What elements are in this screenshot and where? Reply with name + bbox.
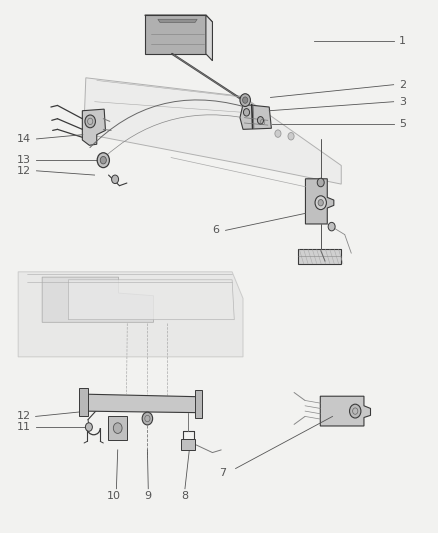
Text: 3: 3 [399,96,406,107]
Text: 9: 9 [145,491,152,501]
Polygon shape [108,416,127,440]
Circle shape [258,117,264,124]
Polygon shape [195,390,202,418]
Text: 13: 13 [16,155,30,165]
Text: 5: 5 [399,119,406,129]
Text: 12: 12 [16,166,31,176]
Circle shape [288,133,294,140]
Polygon shape [240,104,272,130]
Polygon shape [42,277,153,322]
Circle shape [244,109,250,116]
Text: 7: 7 [219,468,226,478]
Polygon shape [82,109,106,146]
Text: 10: 10 [107,491,121,501]
Polygon shape [305,179,334,224]
Text: 12: 12 [16,411,31,422]
Circle shape [317,178,324,187]
Polygon shape [84,78,341,184]
Circle shape [85,423,92,431]
Polygon shape [297,249,341,264]
Circle shape [243,97,248,103]
Polygon shape [79,387,88,416]
Circle shape [350,404,361,418]
Polygon shape [206,15,212,61]
Text: 14: 14 [16,134,31,144]
Text: 8: 8 [181,491,188,501]
Polygon shape [320,396,371,426]
Polygon shape [68,280,234,320]
Circle shape [142,412,152,425]
Text: 1: 1 [399,36,406,45]
Polygon shape [158,19,197,22]
Text: 11: 11 [16,422,30,432]
Circle shape [240,94,251,107]
Text: 6: 6 [212,225,219,236]
Circle shape [328,222,335,231]
Circle shape [318,199,323,206]
Polygon shape [18,272,243,357]
Text: 2: 2 [399,80,406,90]
Circle shape [97,153,110,167]
Circle shape [275,130,281,138]
Polygon shape [145,15,206,54]
Polygon shape [81,394,201,413]
Polygon shape [181,439,195,450]
Circle shape [85,115,95,128]
Circle shape [315,196,326,209]
Circle shape [100,157,106,164]
Polygon shape [145,15,212,22]
Circle shape [112,175,119,183]
Circle shape [113,423,122,433]
